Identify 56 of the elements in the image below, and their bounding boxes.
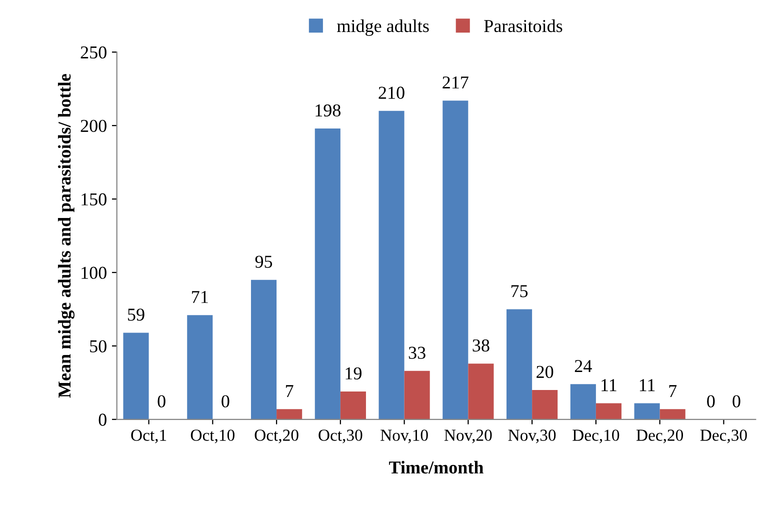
bar (378, 110, 404, 420)
data-label: 95 (255, 256, 272, 268)
y-tick-label: 100 (82, 266, 106, 279)
data-label: 33 (408, 346, 426, 359)
y-tick-label: 50 (90, 340, 106, 352)
data-label: 217 (442, 76, 468, 88)
bar (596, 403, 622, 420)
x-tick-label: Nov,20 (444, 430, 492, 444)
x-tick-label: Oct,30 (318, 430, 362, 444)
data-label: 20 (536, 366, 554, 378)
bar (187, 315, 213, 420)
data-label: 198 (316, 104, 340, 116)
x-axis-title: Time/month (389, 460, 484, 474)
x-tick-label: Dec,30 (700, 430, 747, 444)
data-label: 0 (707, 395, 715, 408)
data-label: 7 (669, 385, 677, 397)
data-label: 210 (378, 86, 404, 99)
bar (634, 403, 660, 420)
x-tick-label: Oct,1 (131, 430, 166, 444)
bar (123, 332, 149, 420)
data-label: 0 (158, 395, 166, 408)
bar (506, 309, 532, 420)
y-tick-label: 250 (80, 46, 106, 59)
bar (532, 390, 558, 420)
data-label: 0 (732, 395, 740, 408)
bar (442, 100, 468, 420)
y-tick-label: 200 (80, 120, 106, 132)
data-label: 0 (222, 395, 230, 408)
legend-label: midge adults (337, 19, 429, 36)
data-label: 59 (128, 308, 144, 321)
data-label: 11 (602, 379, 616, 392)
bar (468, 364, 494, 420)
data-label: 19 (346, 367, 362, 380)
legend-label: Parasitoids (484, 19, 562, 32)
y-tick-label: 0 (98, 414, 106, 426)
x-tick-label: Dec,20 (636, 430, 684, 444)
x-tick-label: Nov,10 (380, 430, 428, 444)
data-label: 24 (574, 360, 592, 372)
y-tick-label: 150 (82, 193, 106, 206)
x-tick-label: Dec,10 (572, 430, 620, 444)
data-label: 11 (640, 379, 655, 392)
bar (250, 280, 277, 420)
y-axis-title: Mean midge adults and parasitoids/ bottle (58, 74, 74, 398)
data-label: 38 (472, 339, 490, 352)
bar (340, 391, 366, 420)
data-label: 71 (192, 290, 208, 303)
bar (404, 370, 430, 420)
bar (570, 384, 596, 420)
bar (660, 409, 686, 420)
data-label: 7 (286, 385, 294, 397)
x-tick-label: Oct,20 (254, 430, 298, 444)
x-tick-label: Oct,10 (190, 430, 234, 444)
data-label: 75 (511, 285, 528, 298)
x-tick-label: Nov,30 (508, 430, 556, 444)
bar (314, 128, 340, 420)
bar (276, 409, 302, 420)
